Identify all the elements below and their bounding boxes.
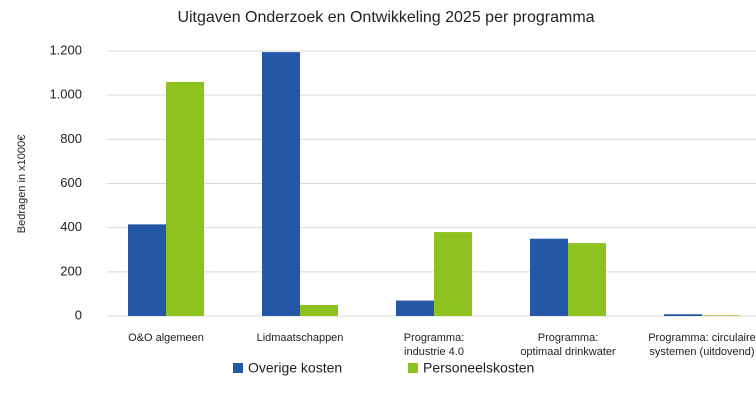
bar <box>530 238 568 316</box>
chart-title: Uitgaven Onderzoek en Ontwikkeling 2025 … <box>177 9 594 26</box>
y-tick-label: 200 <box>60 263 82 278</box>
bar <box>702 315 740 316</box>
bar <box>664 314 702 316</box>
legend-label: Personeelskosten <box>423 360 534 376</box>
bar <box>568 243 606 316</box>
y-tick-label: 400 <box>60 219 82 234</box>
legend-swatch <box>233 363 243 373</box>
y-tick-label: 1.000 <box>49 87 82 102</box>
legend-swatch <box>408 363 418 373</box>
bar <box>166 81 204 317</box>
bar <box>262 52 300 317</box>
bar <box>300 304 338 316</box>
y-axis-label: Bedragen in x1000€ <box>16 135 28 233</box>
y-tick-label: 1.200 <box>49 42 82 57</box>
bar <box>128 224 166 316</box>
x-tick-label: Programma: optimaal drinkwater <box>520 332 616 358</box>
legend-label: Overige kosten <box>248 360 342 376</box>
x-tick-label: Programma: industrie 4.0 <box>404 332 465 358</box>
y-tick-label: 800 <box>60 131 82 146</box>
x-tick-label: O&O algemeen <box>128 332 204 344</box>
x-tick-label: Programma: circulaire systemen (uitdovend… <box>648 332 756 358</box>
y-tick-label: 600 <box>60 175 82 190</box>
x-tick-label: Lidmaatschappen <box>257 332 344 344</box>
bar <box>434 232 472 316</box>
y-tick-label: 0 <box>75 307 82 322</box>
bar <box>396 300 434 316</box>
